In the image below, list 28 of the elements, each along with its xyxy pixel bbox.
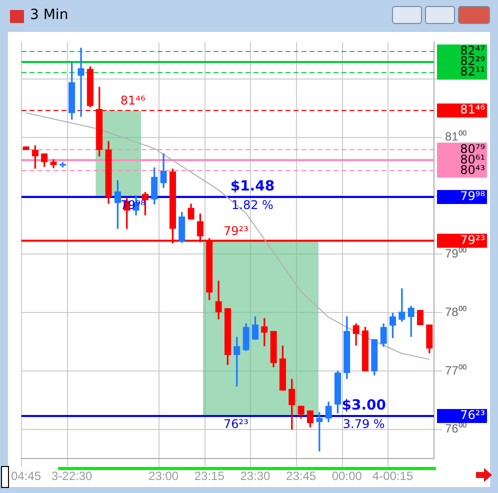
- annotation: 76²³: [224, 417, 249, 432]
- ref-line-label: 81⁴⁶: [460, 102, 486, 117]
- x-tick-label: 23:00: [148, 469, 179, 484]
- x-tick-label: 3-22:30: [52, 469, 93, 484]
- annotation: $3.00: [342, 398, 386, 414]
- x-tick-label: 00:00: [332, 469, 362, 484]
- annotation: 1.82 %: [232, 198, 274, 212]
- y-tick-label: 79⁰⁰: [445, 246, 466, 261]
- y-tick-label: 81⁰⁰: [445, 130, 466, 144]
- annotation: 79⁹⁸: [120, 198, 146, 212]
- x-tick-label: 23:45: [286, 469, 316, 484]
- ref-line-label: 79⁹⁸: [460, 189, 486, 204]
- x-tick-label: 04:45: [11, 469, 42, 484]
- ref-line-label: 82¹¹: [460, 64, 486, 79]
- chart-title: 3 Min: [30, 7, 68, 23]
- annotation: 81⁴⁶: [120, 94, 146, 108]
- ref-line-label: 76²³: [460, 408, 486, 422]
- annotation: $1.48: [230, 178, 275, 195]
- ref-line-label: 79²³: [460, 232, 486, 247]
- x-tick-label: 4-00:15: [372, 469, 414, 484]
- x-tick-label: 23:15: [194, 469, 225, 484]
- x-tick-label: 23:30: [240, 469, 271, 484]
- candlestick: [78, 48, 84, 117]
- annotation: 79²³: [224, 224, 249, 238]
- y-tick-label: 77⁰⁰: [445, 363, 466, 378]
- y-tick-label: 78⁰⁰: [445, 304, 466, 319]
- annotation: 3.79 %: [342, 417, 385, 432]
- y-tick-label: 76⁰⁰: [445, 422, 466, 436]
